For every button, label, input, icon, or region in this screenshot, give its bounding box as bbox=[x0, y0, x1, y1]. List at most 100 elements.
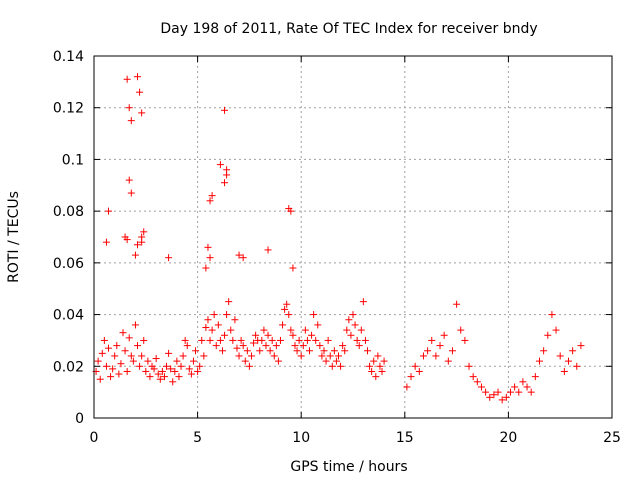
data-point bbox=[428, 336, 436, 344]
data-point bbox=[274, 357, 282, 365]
y-axis-label: ROTI / TECUs bbox=[6, 191, 22, 283]
data-point bbox=[127, 189, 135, 197]
data-point bbox=[374, 352, 382, 360]
data-point bbox=[119, 329, 127, 337]
data-point bbox=[98, 349, 106, 357]
data-point bbox=[138, 238, 146, 246]
data-point bbox=[105, 344, 113, 352]
data-point bbox=[150, 365, 158, 373]
data-point bbox=[289, 264, 297, 272]
y-tick-label: 0.08 bbox=[53, 204, 84, 220]
data-point bbox=[200, 352, 208, 360]
data-point bbox=[221, 179, 229, 187]
data-point bbox=[262, 342, 270, 350]
data-point bbox=[403, 383, 411, 391]
data-point bbox=[264, 246, 272, 254]
plot-frame bbox=[93, 55, 613, 419]
data-point bbox=[194, 367, 202, 375]
data-point bbox=[289, 331, 297, 339]
data-point bbox=[544, 331, 552, 339]
data-point bbox=[169, 378, 177, 386]
data-point bbox=[453, 300, 461, 308]
data-point bbox=[123, 236, 131, 244]
data-point bbox=[260, 326, 268, 334]
data-point bbox=[237, 336, 245, 344]
data-point bbox=[378, 367, 386, 375]
data-point bbox=[310, 311, 318, 319]
data-point bbox=[144, 357, 152, 365]
data-point bbox=[136, 88, 144, 96]
data-point bbox=[256, 347, 264, 355]
data-point bbox=[127, 117, 135, 125]
data-point bbox=[314, 321, 322, 329]
data-point bbox=[212, 342, 220, 350]
data-point bbox=[231, 316, 239, 324]
data-point bbox=[326, 352, 334, 360]
data-points bbox=[92, 73, 585, 404]
data-point bbox=[303, 336, 311, 344]
data-point bbox=[134, 241, 142, 249]
data-point bbox=[299, 342, 307, 350]
data-point bbox=[370, 357, 378, 365]
data-point bbox=[368, 367, 376, 375]
data-point bbox=[339, 342, 347, 350]
data-point bbox=[432, 352, 440, 360]
data-point bbox=[448, 347, 456, 355]
data-point bbox=[361, 336, 369, 344]
data-point bbox=[115, 370, 123, 378]
data-point bbox=[334, 352, 342, 360]
data-point bbox=[312, 336, 320, 344]
data-point bbox=[225, 298, 233, 306]
data-point bbox=[125, 176, 133, 184]
data-point bbox=[131, 321, 139, 329]
data-point bbox=[241, 357, 249, 365]
data-point bbox=[440, 331, 448, 339]
data-point bbox=[107, 373, 115, 381]
data-point bbox=[506, 388, 514, 396]
data-point bbox=[511, 383, 519, 391]
data-point bbox=[138, 109, 146, 117]
data-point bbox=[243, 347, 251, 355]
data-point bbox=[349, 311, 357, 319]
data-point bbox=[560, 367, 568, 375]
y-tick-label: 0.06 bbox=[53, 256, 84, 272]
data-point bbox=[202, 324, 210, 331]
data-point bbox=[272, 342, 280, 350]
data-point bbox=[328, 362, 336, 370]
data-point bbox=[531, 373, 539, 381]
data-point bbox=[461, 336, 469, 344]
data-point bbox=[171, 367, 179, 375]
data-point bbox=[353, 336, 361, 344]
data-point bbox=[123, 75, 131, 83]
data-point bbox=[444, 357, 452, 365]
data-point bbox=[221, 331, 229, 339]
data-point bbox=[305, 347, 313, 355]
data-point bbox=[436, 342, 444, 350]
data-point bbox=[227, 326, 235, 334]
data-point bbox=[250, 339, 258, 347]
data-point bbox=[94, 357, 102, 365]
data-point bbox=[233, 344, 241, 352]
data-point bbox=[123, 367, 131, 375]
data-point bbox=[411, 362, 419, 370]
data-point bbox=[330, 347, 338, 355]
data-point bbox=[577, 342, 585, 350]
data-point bbox=[214, 321, 222, 329]
data-point bbox=[218, 347, 226, 355]
data-point bbox=[154, 370, 162, 378]
data-point bbox=[129, 357, 137, 365]
data-point bbox=[473, 378, 481, 386]
data-point bbox=[105, 207, 113, 215]
data-point bbox=[486, 393, 494, 401]
data-point bbox=[548, 311, 556, 319]
data-point bbox=[223, 311, 231, 319]
data-point bbox=[415, 367, 423, 375]
data-point bbox=[206, 336, 214, 344]
data-point bbox=[540, 347, 548, 355]
data-point bbox=[457, 326, 465, 334]
data-point bbox=[117, 360, 125, 368]
data-point bbox=[569, 347, 577, 355]
data-point bbox=[519, 378, 527, 386]
data-point bbox=[192, 347, 200, 355]
